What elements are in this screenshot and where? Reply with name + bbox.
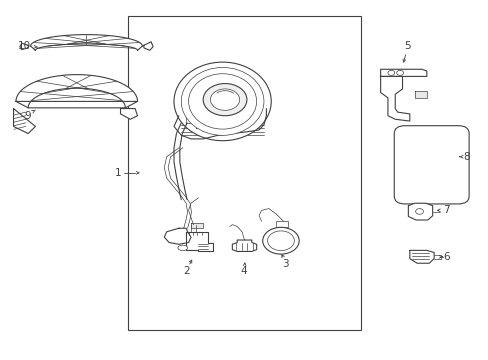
Text: 1: 1	[115, 168, 121, 178]
Polygon shape	[409, 250, 433, 263]
Text: 3: 3	[282, 259, 288, 269]
Ellipse shape	[178, 245, 187, 251]
Text: 8: 8	[463, 152, 469, 162]
Polygon shape	[186, 114, 196, 123]
Ellipse shape	[262, 227, 299, 254]
Polygon shape	[191, 223, 203, 228]
Polygon shape	[143, 42, 153, 50]
Text: 7: 7	[442, 205, 448, 215]
Polygon shape	[186, 232, 212, 251]
Polygon shape	[196, 119, 205, 128]
Text: 6: 6	[442, 252, 448, 262]
Circle shape	[387, 70, 394, 75]
Ellipse shape	[188, 74, 256, 129]
Text: 10: 10	[18, 41, 31, 51]
Polygon shape	[14, 109, 35, 134]
Ellipse shape	[174, 62, 271, 141]
Text: 2: 2	[183, 266, 189, 276]
Text: 9: 9	[25, 111, 31, 121]
Circle shape	[396, 70, 403, 75]
Ellipse shape	[181, 67, 264, 135]
Polygon shape	[20, 43, 28, 50]
Polygon shape	[276, 221, 287, 227]
Ellipse shape	[203, 84, 246, 116]
Bar	[127, 16, 361, 330]
Polygon shape	[414, 91, 426, 98]
Polygon shape	[380, 76, 409, 121]
Ellipse shape	[267, 231, 294, 251]
Polygon shape	[164, 228, 191, 244]
Text: 4: 4	[240, 266, 246, 276]
Polygon shape	[380, 69, 426, 76]
Text: 5: 5	[403, 41, 410, 51]
Circle shape	[415, 208, 423, 214]
Polygon shape	[16, 75, 137, 108]
Polygon shape	[120, 109, 137, 119]
Polygon shape	[232, 240, 256, 251]
Polygon shape	[407, 203, 432, 220]
Polygon shape	[30, 35, 142, 50]
FancyBboxPatch shape	[393, 126, 468, 204]
Polygon shape	[174, 109, 266, 139]
Ellipse shape	[210, 89, 239, 111]
